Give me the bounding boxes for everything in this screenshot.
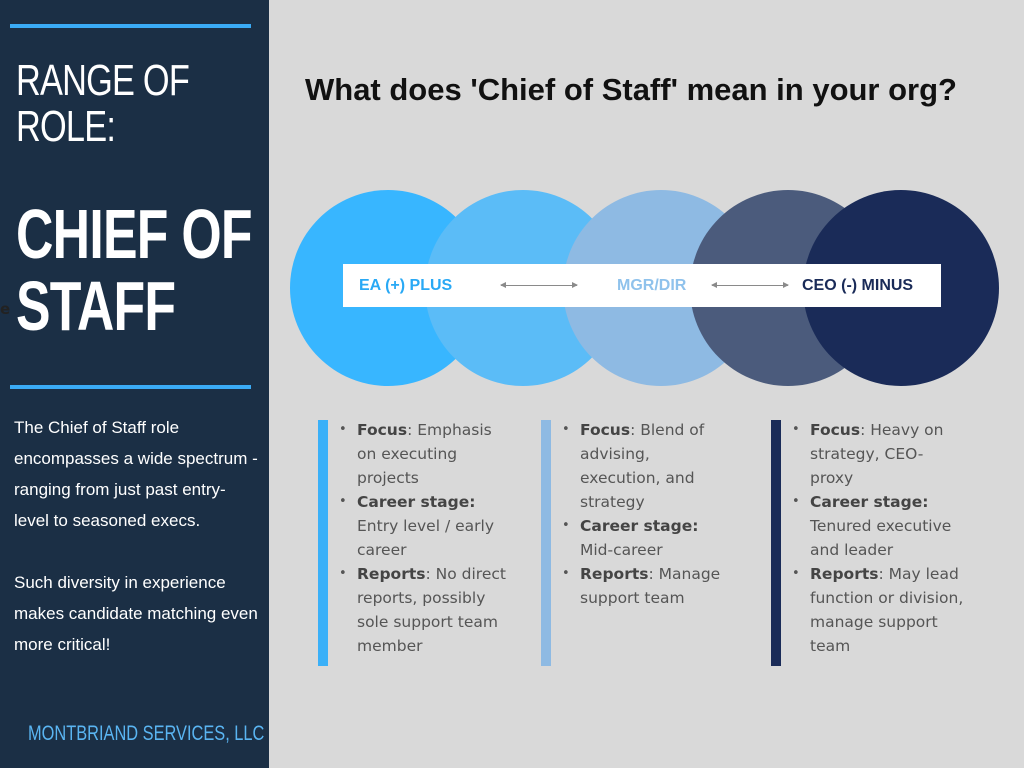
middle-divider [10, 385, 251, 389]
list-item: Reports: May lead function or division, … [792, 562, 964, 658]
heading-big-line-2: STAFF [16, 267, 176, 345]
chief-of-staff-heading: CHIEF OF STAFF [16, 198, 268, 342]
description-paragraph-2: Such diversity in experience makes candi… [14, 573, 258, 654]
heading-big-line-1: CHIEF OF [16, 195, 253, 273]
double-arrow-icon [500, 282, 578, 288]
column-accent-bar [541, 420, 551, 666]
sidebar-panel: RANGE OF ROLE: CHIEF OF STAFF The Chief … [0, 0, 269, 768]
description-paragraph-1: The Chief of Staff role encompasses a wi… [14, 418, 258, 530]
heading-small-line-2: ROLE: [16, 102, 116, 151]
stray-character: e [0, 300, 11, 318]
spectrum-label-ea-plus: EA (+) PLUS [359, 277, 453, 294]
list-item: Career stage: Entry level / early career [339, 490, 511, 562]
spectrum-band: EA (+) PLUS MGR/DIR CEO (-) MINUS [343, 264, 941, 307]
bullet-list: Focus: Blend of advising, execution, and… [562, 418, 734, 610]
list-item: Reports: No direct reports, possibly sol… [339, 562, 511, 658]
column-accent-bar [318, 420, 328, 666]
double-arrow-icon [711, 282, 789, 288]
list-item: Focus: Emphasis on executing projects [339, 418, 511, 490]
question-title: What does 'Chief of Staff' mean in your … [305, 72, 957, 107]
list-item: Focus: Blend of advising, execution, and… [562, 418, 734, 514]
list-item: Career stage: Mid-career [562, 514, 734, 562]
list-item: Career stage: Tenured executive and lead… [792, 490, 964, 562]
brand-name: MONTBRIAND SERVICES, LLC [28, 722, 265, 745]
spectrum-label-ceo-minus: CEO (-) MINUS [802, 277, 914, 294]
column-accent-bar [771, 420, 781, 666]
top-divider [10, 24, 251, 28]
list-item: Reports: Manage support team [562, 562, 734, 610]
role-description: The Chief of Staff role encompasses a wi… [14, 412, 259, 660]
spectrum-label-mgr-dir: MGR/DIR [617, 277, 687, 294]
bullet-list: Focus: Emphasis on executing projects Ca… [339, 418, 511, 658]
heading-small-line-1: RANGE OF [16, 56, 190, 105]
list-item: Focus: Heavy on strategy, CEO-proxy [792, 418, 964, 490]
range-of-role-heading: RANGE OF ROLE: [16, 58, 250, 150]
bullet-list: Focus: Heavy on strategy, CEO-proxy Care… [792, 418, 964, 658]
